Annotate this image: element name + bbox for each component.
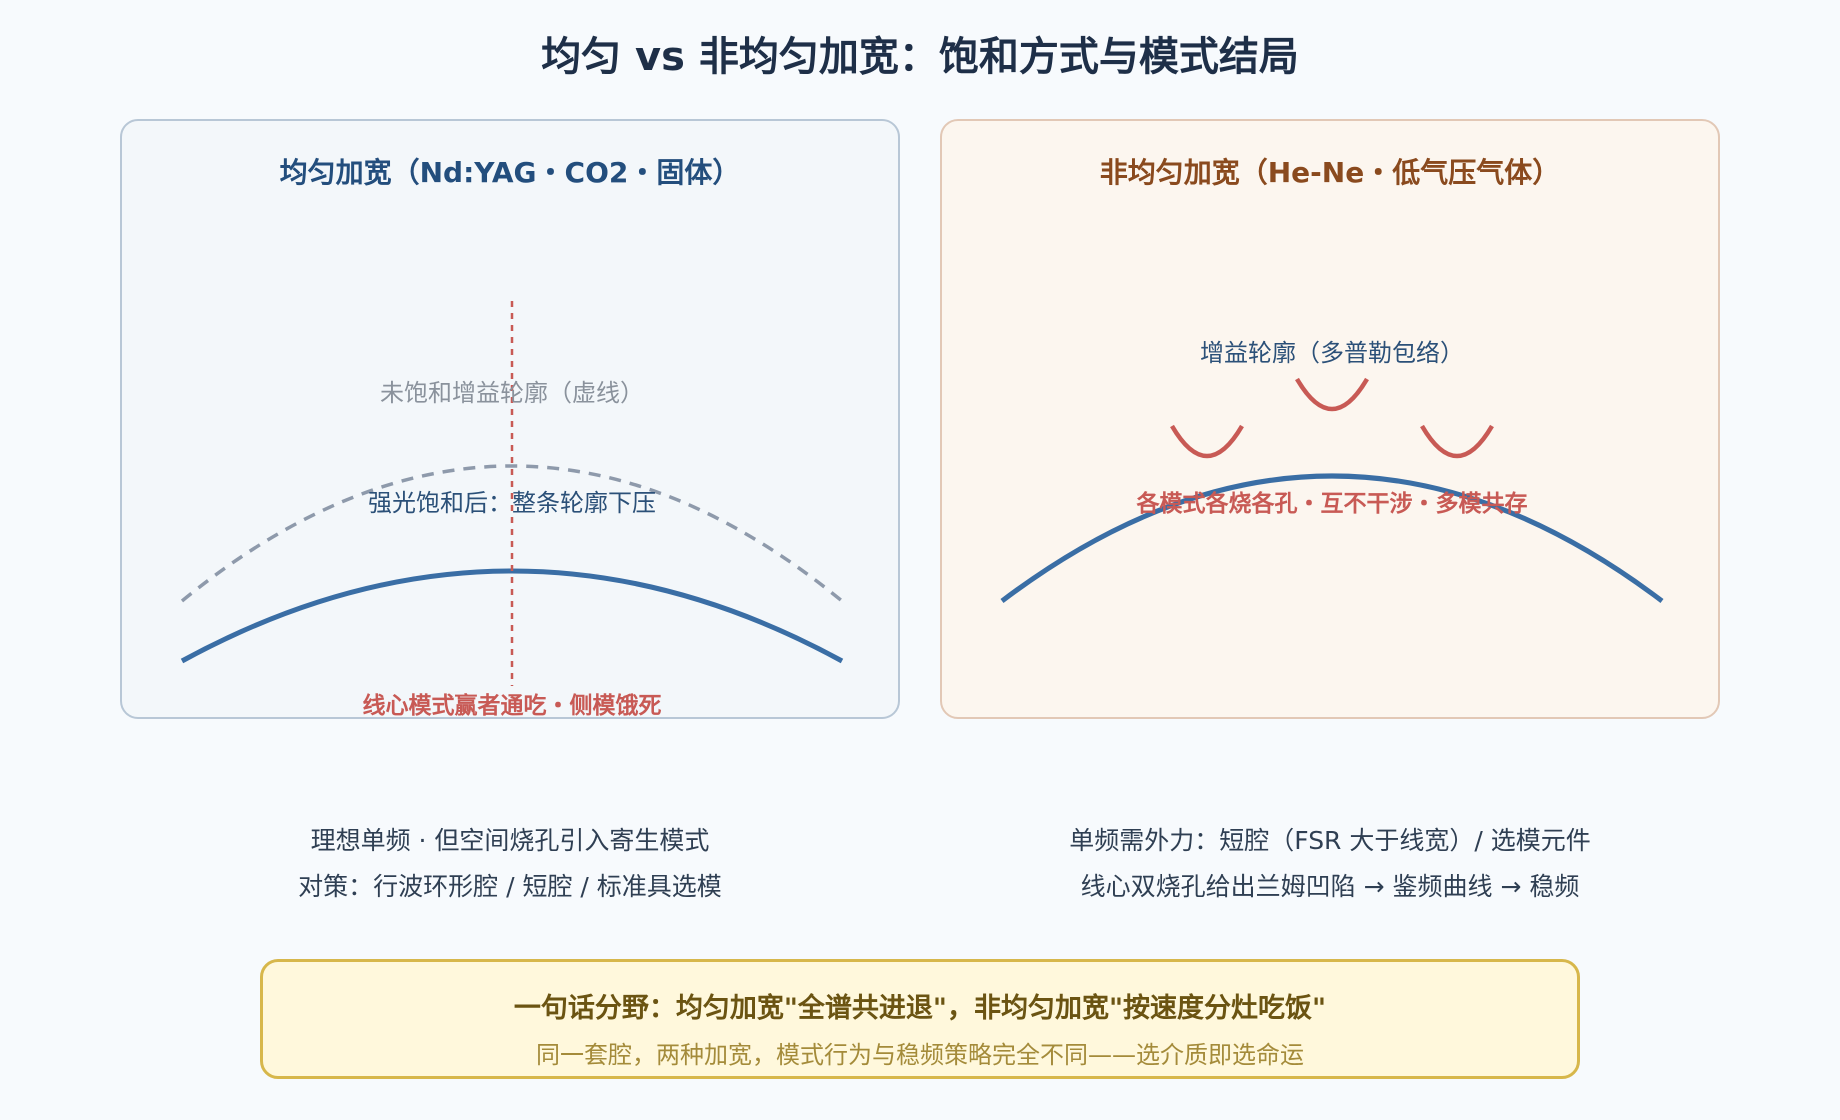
spectral-hole-left — [1170, 424, 1244, 459]
doppler-gain-curve — [1000, 473, 1664, 603]
inhomogeneous-panel-title: 非均匀加宽（He-Ne・低气压气体） — [1099, 156, 1561, 189]
summary-main-text: 一句话分野：均匀加宽"全谱共进退"，非均匀加宽"按速度分灶吃饭" — [513, 993, 1327, 1024]
unsaturated-gain-curve — [180, 464, 844, 603]
homogeneous-panel: 均匀加宽（Nd:YAG・CO2・固体） 未饱和增益轮廓（虚线） 强光饱和后：整条… — [120, 119, 900, 719]
inhomogeneous-caption-line: 单频需外力：短腔（FSR 大于线宽）/ 选模元件 — [1069, 826, 1591, 855]
homogeneous-caption-line: 理想单频 · 但空间烧孔引入寄生模式 — [310, 826, 710, 855]
inhomogeneous-result-label: 各模式各烧各孔・互不干涉・多模共存 — [1136, 490, 1528, 517]
homogeneous-panel-title: 均匀加宽（Nd:YAG・CO2・固体） — [279, 156, 741, 189]
homogeneous-result-label: 线心模式赢者通吃・侧模饿死 — [363, 692, 662, 719]
inhomogeneous-diagram: 增益轮廓（多普勒包络） 各模式各烧各孔・互不干涉・多模共存 — [1000, 339, 1664, 603]
homogeneous-diagram: 未饱和增益轮廓（虚线） 强光饱和后：整条轮廓下压 线心模式赢者通吃・侧模饿死 — [180, 301, 844, 719]
homogeneous-captions: 理想单频 · 但空间烧孔引入寄生模式 对策：行波环形腔 / 短腔 / 标准具选模 — [120, 818, 900, 910]
inhomogeneous-panel: 非均匀加宽（He-Ne・低气压气体） 增益轮廓（多普勒包络） 各模式各烧各孔・互… — [940, 119, 1720, 719]
inhomogeneous-caption-line: 线心双烧孔给出兰姆凹陷 → 鉴频曲线 → 稳频 — [1080, 872, 1580, 901]
homogeneous-caption-line: 对策：行波环形腔 / 短腔 / 标准具选模 — [298, 872, 722, 901]
spectral-hole-center — [1295, 377, 1369, 412]
summary-box: 一句话分野：均匀加宽"全谱共进退"，非均匀加宽"按速度分灶吃饭" 同一套腔，两种… — [260, 959, 1580, 1079]
doppler-gain-label: 增益轮廓（多普勒包络） — [1200, 339, 1464, 367]
page-title: 均匀 vs 非均匀加宽：饱和方式与模式结局 — [541, 34, 1299, 80]
saturated-gain-curve — [180, 568, 844, 664]
unsaturated-gain-label: 未饱和增益轮廓（虚线） — [380, 379, 644, 407]
inhomogeneous-captions: 单频需外力：短腔（FSR 大于线宽）/ 选模元件 线心双烧孔给出兰姆凹陷 → 鉴… — [940, 818, 1720, 910]
summary-sub-text: 同一套腔，两种加宽，模式行为与稳频策略完全不同——选介质即选命运 — [536, 1041, 1304, 1069]
saturated-gain-label: 强光饱和后：整条轮廓下压 — [368, 489, 656, 517]
spectral-hole-right — [1420, 424, 1494, 459]
